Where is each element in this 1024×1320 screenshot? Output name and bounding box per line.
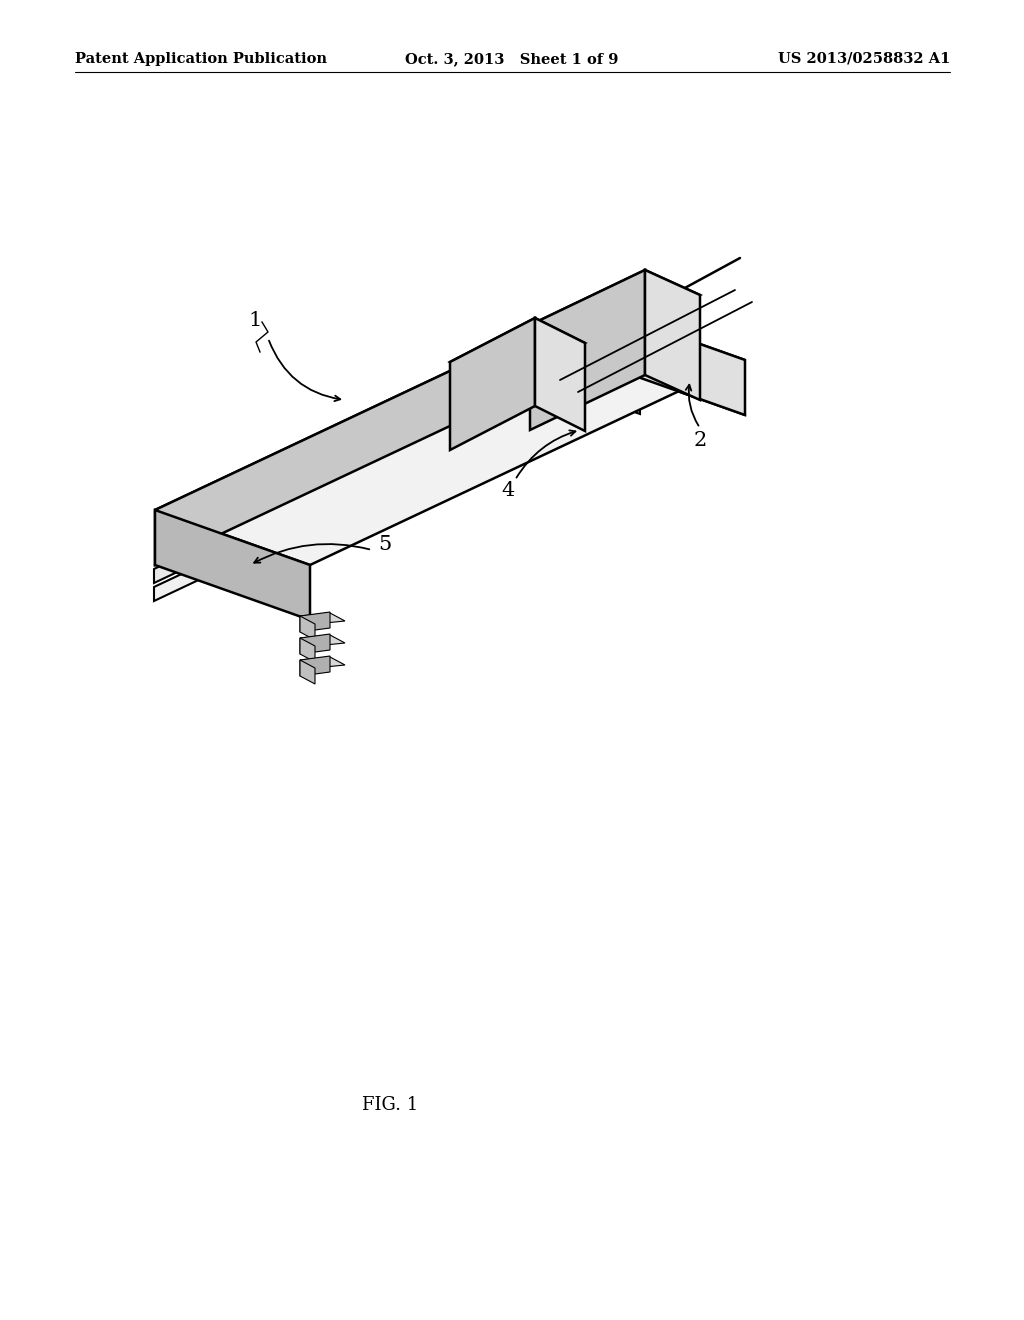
Polygon shape (300, 616, 315, 640)
Text: 5: 5 (379, 536, 391, 554)
Polygon shape (155, 305, 745, 565)
Polygon shape (300, 635, 345, 645)
Text: Oct. 3, 2013   Sheet 1 of 9: Oct. 3, 2013 Sheet 1 of 9 (406, 51, 618, 66)
Polygon shape (300, 657, 345, 668)
Polygon shape (155, 305, 590, 565)
Polygon shape (154, 364, 589, 583)
Polygon shape (530, 271, 645, 430)
Text: FIG. 1: FIG. 1 (361, 1096, 418, 1114)
Polygon shape (590, 305, 745, 414)
Polygon shape (300, 612, 345, 624)
Polygon shape (450, 318, 535, 450)
Polygon shape (589, 364, 640, 396)
Polygon shape (300, 612, 330, 632)
Polygon shape (450, 318, 585, 388)
Text: 2: 2 (693, 430, 707, 450)
Polygon shape (589, 381, 640, 414)
Text: US 2013/0258832 A1: US 2013/0258832 A1 (777, 51, 950, 66)
Polygon shape (300, 638, 315, 663)
Polygon shape (530, 271, 700, 350)
Polygon shape (645, 271, 700, 400)
Polygon shape (154, 381, 589, 601)
Polygon shape (155, 510, 310, 620)
Polygon shape (300, 634, 330, 653)
Polygon shape (535, 318, 585, 432)
Polygon shape (300, 656, 330, 676)
Text: 1: 1 (248, 310, 262, 330)
Text: Patent Application Publication: Patent Application Publication (75, 51, 327, 66)
Text: 4: 4 (502, 480, 515, 499)
Polygon shape (300, 660, 315, 684)
